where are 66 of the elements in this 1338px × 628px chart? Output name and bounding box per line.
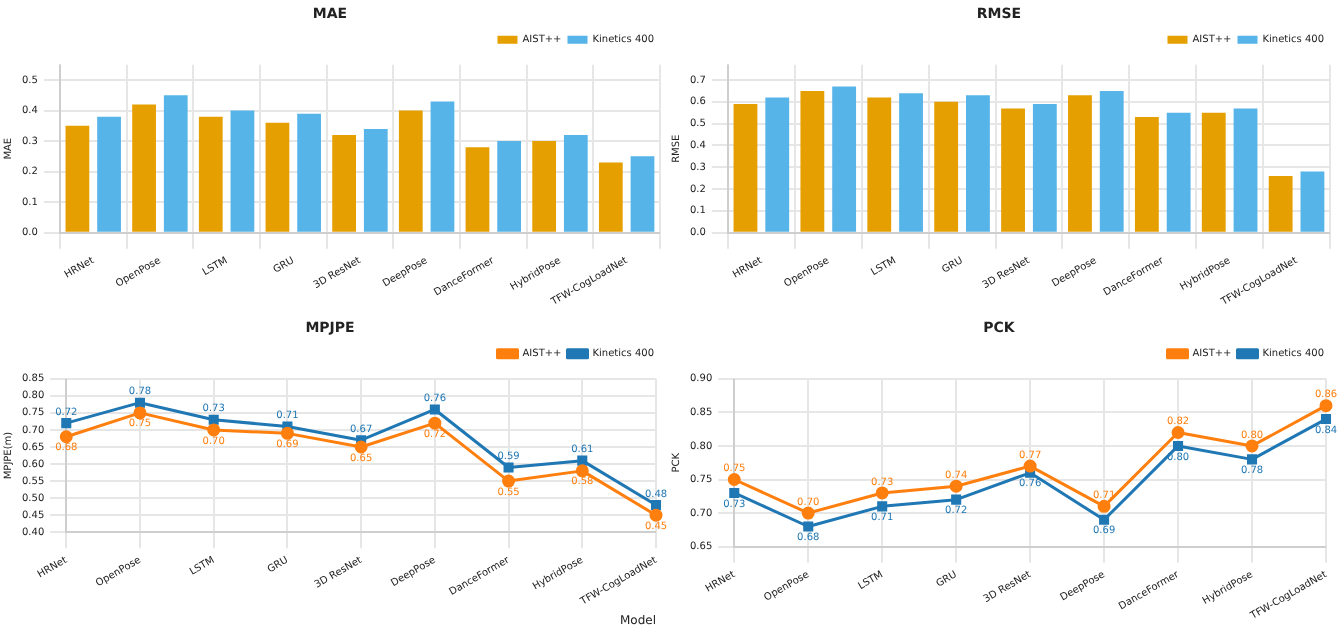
point — [951, 494, 962, 505]
point — [577, 455, 588, 466]
point — [354, 440, 368, 454]
point — [280, 426, 294, 440]
point — [1320, 414, 1332, 425]
point — [727, 473, 741, 486]
bar — [899, 93, 923, 232]
bar — [765, 97, 790, 232]
bar — [332, 134, 356, 232]
point — [208, 414, 219, 425]
bar — [934, 101, 959, 232]
bar — [1134, 117, 1159, 232]
bar — [1099, 90, 1124, 232]
point — [134, 397, 146, 408]
bar — [265, 122, 290, 232]
point — [729, 487, 740, 498]
point — [949, 479, 963, 493]
bar — [1268, 175, 1293, 232]
bar — [398, 110, 423, 232]
bar — [563, 134, 588, 232]
point — [1099, 514, 1110, 525]
bar — [1001, 108, 1025, 232]
point — [502, 474, 516, 488]
point — [803, 521, 814, 532]
bar — [1201, 112, 1226, 232]
bar — [800, 90, 825, 232]
point — [1245, 439, 1259, 453]
point — [429, 404, 440, 415]
bar — [198, 116, 223, 232]
point — [875, 486, 889, 500]
bar — [598, 162, 623, 232]
bar — [363, 128, 388, 232]
bar — [733, 104, 758, 232]
bar — [497, 141, 522, 232]
bar — [867, 97, 892, 232]
point — [503, 462, 514, 473]
bar — [1032, 104, 1057, 232]
bar — [1300, 171, 1325, 232]
bar — [97, 116, 121, 232]
bar — [966, 95, 990, 232]
point — [650, 499, 662, 510]
point — [649, 508, 663, 522]
point — [877, 501, 888, 512]
bar — [1166, 112, 1191, 232]
bar — [832, 86, 857, 232]
bar — [230, 110, 255, 232]
bar — [163, 95, 188, 232]
bar — [465, 147, 490, 232]
point — [1247, 454, 1258, 465]
point — [207, 423, 221, 437]
point — [801, 506, 815, 520]
point — [61, 418, 72, 429]
bar — [65, 125, 90, 232]
bar — [630, 156, 655, 232]
bar — [1233, 108, 1258, 232]
point — [428, 416, 442, 430]
point — [1171, 426, 1185, 440]
bar — [1068, 95, 1092, 232]
bar — [297, 113, 321, 232]
bar — [532, 141, 557, 232]
point — [1023, 459, 1037, 473]
point — [1173, 440, 1184, 451]
bar — [430, 101, 455, 232]
point — [1097, 499, 1111, 513]
point — [1319, 399, 1333, 413]
bar — [132, 104, 156, 232]
